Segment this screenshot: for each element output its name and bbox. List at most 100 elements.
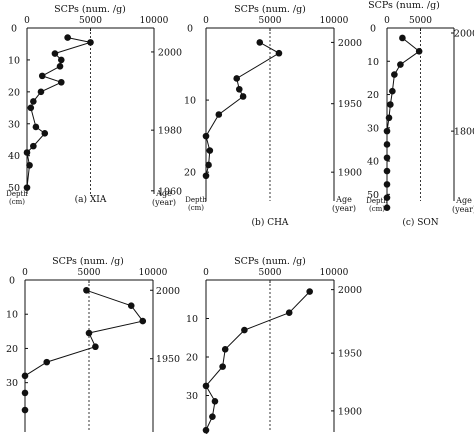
depth-tick-label: 10	[367, 57, 379, 68]
data-point	[383, 194, 391, 201]
depth-tick-label: 20	[186, 353, 198, 364]
data-point	[233, 75, 241, 82]
axis-title: SCPs (num. /g)	[54, 4, 126, 15]
depth-tick-label: 20	[8, 87, 20, 98]
data-point	[87, 39, 94, 46]
data-point	[21, 389, 29, 397]
x-tick-label: 10000	[140, 16, 169, 26]
age-axis-label: Age	[455, 196, 472, 205]
depth-tick-label: 0	[9, 276, 15, 287]
depth-axis-unit: (cm)	[369, 205, 385, 213]
age-axis-unit: (year)	[452, 205, 474, 214]
age-axis-unit: (year)	[152, 198, 176, 207]
x-tick-label: 5000	[79, 16, 102, 26]
data-point	[285, 309, 293, 317]
depth-tick-label: 10	[184, 96, 196, 107]
depth-tick-label: 50	[367, 190, 379, 201]
age-axis-label: Age	[335, 195, 352, 204]
data-point	[206, 147, 214, 154]
x-tick-label: 10000	[320, 16, 349, 26]
axis-title: SCPs (num. /g)	[234, 4, 306, 15]
x-tick-label: 10000	[320, 268, 349, 278]
x-tick-label: 5000	[78, 268, 101, 278]
depth-axis-label: Depth	[185, 196, 207, 204]
series-line	[205, 41, 280, 176]
x-tick-label: 5000	[259, 16, 282, 26]
axis-title: SCPs (num. /g)	[52, 256, 124, 267]
data-point	[32, 123, 40, 131]
data-point	[139, 317, 147, 325]
data-point	[202, 172, 210, 180]
depth-axis-unit: (cm)	[188, 204, 204, 212]
data-point	[239, 93, 247, 100]
data-point	[51, 50, 59, 57]
depth-tick-label: 0	[370, 24, 376, 35]
x-tick-label: 0	[203, 268, 209, 278]
age-tick-label: 1980	[158, 126, 182, 137]
data-point	[383, 127, 391, 135]
data-point	[92, 343, 99, 351]
data-point	[23, 149, 31, 156]
data-point	[385, 114, 393, 122]
data-point	[383, 141, 391, 148]
age-axis-label: Age	[155, 189, 172, 198]
data-point	[23, 184, 31, 191]
panel-label: (b) CHA	[252, 217, 289, 228]
depth-tick-label: 30	[186, 391, 198, 402]
depth-axis-unit: (cm)	[9, 198, 25, 206]
data-point	[383, 181, 391, 188]
panel-3: SCPs (num. /g) 0 5000 0 10 20 30 40 50 2000 1800 De…	[366, 0, 474, 228]
data-point	[202, 382, 210, 390]
data-point	[211, 397, 219, 405]
data-point	[30, 142, 37, 150]
data-point	[202, 132, 210, 140]
data-point	[391, 71, 398, 78]
age-tick-label: 1950	[338, 349, 362, 360]
data-point	[85, 329, 93, 337]
series-line	[26, 37, 93, 188]
age-tick-label: 1950	[156, 354, 180, 365]
data-point	[56, 63, 64, 70]
age-tick-label: 2000	[158, 47, 182, 58]
data-point	[57, 78, 65, 86]
depth-tick-label: 30	[8, 119, 20, 130]
data-point	[397, 61, 404, 68]
data-point	[415, 47, 423, 55]
axis-title: SCPs (num. /g)	[368, 0, 440, 11]
data-point	[38, 72, 46, 80]
depth-tick-label: 30	[6, 378, 18, 389]
data-point	[387, 101, 394, 108]
data-point	[27, 104, 35, 112]
depth-axis-label: Depth	[6, 190, 28, 198]
x-tick-label: 0	[22, 268, 28, 278]
depth-tick-label: 20	[6, 344, 18, 355]
data-point	[306, 288, 313, 295]
data-point	[221, 346, 229, 353]
data-point	[57, 56, 65, 64]
x-tick-label: 10000	[139, 268, 168, 278]
data-point	[256, 39, 264, 46]
age-tick-label: 1960	[158, 186, 182, 197]
data-point	[26, 161, 33, 169]
data-point	[30, 98, 37, 105]
age-tick-label: 1900	[338, 168, 362, 179]
depth-tick-label: 40	[8, 151, 20, 162]
data-point	[37, 88, 45, 96]
depth-tick-label: 40	[367, 157, 379, 168]
age-axis-unit: (year)	[332, 204, 356, 213]
data-point	[83, 286, 90, 294]
depth-tick-label: 10	[8, 55, 20, 66]
depth-tick-label: 50	[8, 183, 20, 194]
age-tick-label: 2000	[156, 286, 180, 297]
data-point	[383, 204, 391, 211]
data-point	[215, 111, 223, 118]
data-point	[41, 130, 49, 137]
data-point	[64, 34, 71, 41]
age-tick-label: 1900	[338, 406, 362, 417]
x-tick-label: 0	[203, 16, 209, 26]
axis-title: SCPs (num. /g)	[234, 256, 306, 267]
x-tick-label: 5000	[409, 16, 432, 26]
panel-4: SCPs (num. /g) 0 5000 10000 0 10 20 30 2000 1950	[6, 256, 180, 432]
depth-tick-label: 20	[184, 168, 196, 179]
panel-2: SCPs (num. /g) 0 5000 10000 0 10 20 2000 1950 190…	[184, 4, 362, 228]
